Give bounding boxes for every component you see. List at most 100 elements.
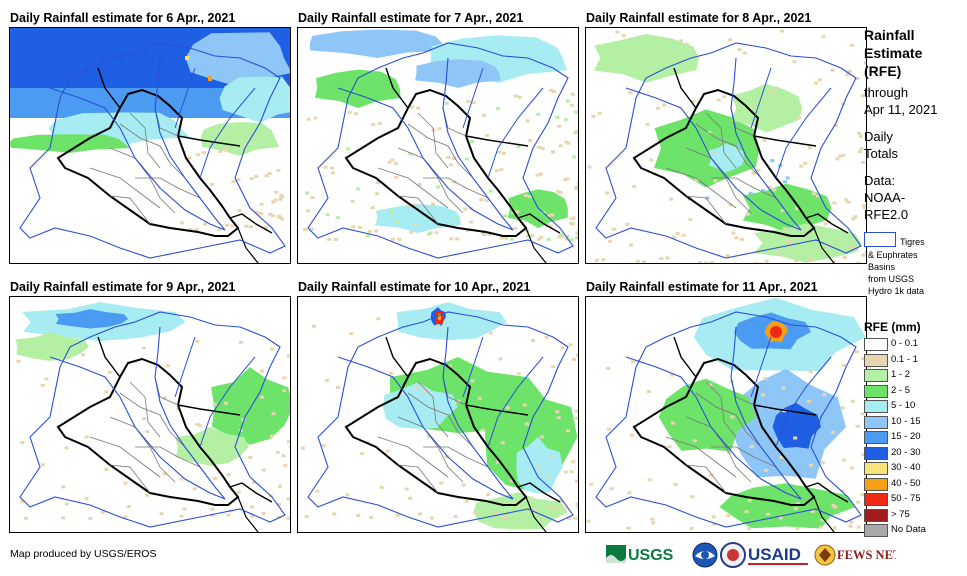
rainfall-speckle bbox=[665, 256, 670, 260]
rainfall-speckle bbox=[484, 198, 489, 202]
border-line bbox=[517, 213, 561, 234]
rainfall-area bbox=[315, 69, 401, 108]
country-border bbox=[632, 357, 816, 506]
map-panel-apr10: Daily Rainfall estimate for 10 Apr., 202… bbox=[288, 279, 579, 547]
province-line bbox=[397, 195, 439, 225]
province-line bbox=[89, 436, 161, 478]
rainfall-speckle bbox=[289, 500, 290, 504]
rainfall-speckle bbox=[631, 360, 635, 364]
province-line bbox=[442, 107, 467, 137]
rainfall-speckle bbox=[626, 526, 631, 530]
rainfall-speckle bbox=[195, 153, 200, 157]
rainfall-speckle bbox=[534, 509, 539, 513]
rainfall-area bbox=[200, 122, 279, 156]
rainfall-speckle bbox=[528, 234, 533, 238]
rainfall-area bbox=[309, 29, 447, 58]
rainfall-speckle bbox=[64, 502, 69, 506]
rainfall-cell bbox=[770, 326, 782, 338]
rainfall-speckle bbox=[814, 81, 819, 85]
rainfall-speckle bbox=[267, 172, 272, 175]
rainfall-speckle bbox=[449, 237, 454, 241]
rainfall-speckle bbox=[325, 378, 330, 382]
rainfall-speckle bbox=[845, 73, 850, 77]
rainfall-speckle bbox=[408, 496, 413, 500]
border-line bbox=[525, 496, 547, 532]
fews-net-logo: FEWS NET bbox=[814, 544, 896, 566]
rainfall-speckle bbox=[188, 228, 193, 231]
tributary bbox=[462, 336, 484, 398]
rainfall-speckle bbox=[279, 217, 284, 221]
rainfall-speckle bbox=[712, 522, 717, 526]
rainfall-speckle bbox=[423, 390, 428, 393]
province-line bbox=[695, 392, 762, 448]
rainfall-speckle bbox=[841, 363, 846, 367]
country-border bbox=[344, 88, 528, 237]
rainfall-speckle bbox=[494, 169, 499, 173]
rainfall-speckle bbox=[463, 207, 468, 211]
legend-label: 15 - 20 bbox=[891, 431, 921, 442]
rainfall-speckle bbox=[679, 39, 683, 43]
border-line bbox=[177, 135, 241, 147]
legend-label: 5 - 10 bbox=[891, 400, 916, 411]
rainfall-speckle bbox=[464, 499, 469, 503]
rainfall-speckle bbox=[857, 131, 862, 135]
rainfall-speckle bbox=[571, 155, 576, 159]
euphrates-river bbox=[337, 87, 514, 231]
rainfall-speckle bbox=[64, 446, 69, 450]
province-line bbox=[154, 376, 179, 406]
rainfall-speckle bbox=[549, 88, 553, 92]
rainfall-speckle bbox=[862, 204, 866, 208]
rainfall-speckle bbox=[782, 227, 787, 231]
rainfall-speckle bbox=[210, 183, 215, 186]
province-line bbox=[695, 123, 762, 179]
rainfall-speckle bbox=[282, 376, 287, 380]
rainfall-speckle bbox=[499, 236, 504, 240]
rainfall-speckle bbox=[820, 461, 825, 465]
basin-legend-text: from USGS bbox=[868, 274, 915, 284]
rainfall-speckle bbox=[575, 231, 578, 235]
rainfall-speckle bbox=[608, 239, 613, 243]
rainfall-speckle bbox=[333, 238, 338, 241]
rainfall-speckle bbox=[707, 130, 712, 134]
province-line bbox=[705, 112, 737, 169]
rainfall-speckle bbox=[258, 212, 263, 216]
basin-outline bbox=[307, 311, 574, 528]
svg-text:USGS: USGS bbox=[628, 547, 674, 564]
province-line bbox=[129, 112, 161, 169]
rainfall-speckle bbox=[355, 187, 360, 191]
rainfall-speckle bbox=[635, 259, 640, 263]
rainfall-speckle bbox=[775, 86, 780, 90]
rainfall-speckle bbox=[672, 235, 677, 239]
province-line bbox=[129, 381, 161, 438]
rainfall-speckle bbox=[303, 228, 308, 231]
rainfall-speckle bbox=[252, 480, 256, 484]
border-line bbox=[237, 496, 259, 532]
basin-legend-text: Tigres bbox=[900, 237, 925, 247]
rainfall-speckle bbox=[379, 485, 384, 489]
rainfall-speckle bbox=[795, 526, 800, 530]
rainfall-speckle bbox=[849, 245, 854, 249]
rainfall-speckle bbox=[500, 441, 505, 445]
rainfall-speckle bbox=[646, 390, 651, 394]
rainfall-speckle bbox=[731, 231, 736, 235]
rainfall-speckle bbox=[268, 212, 273, 216]
rainfall-cell bbox=[185, 56, 189, 60]
rainfall-area bbox=[15, 332, 89, 361]
tributary bbox=[750, 67, 772, 129]
rainfall-speckle bbox=[412, 203, 417, 207]
rainfall-speckle bbox=[865, 250, 866, 254]
rainfall-speckle bbox=[559, 233, 564, 237]
rainfall-speckle bbox=[479, 198, 484, 201]
rainfall-speckle bbox=[659, 257, 664, 261]
rainfall-speckle bbox=[276, 168, 281, 172]
rainfall-speckle bbox=[241, 418, 246, 422]
rainfall-speckle bbox=[503, 515, 508, 519]
rainfall-speckle bbox=[574, 236, 578, 240]
sidebar-daily: Daily bbox=[864, 129, 893, 144]
border-line bbox=[465, 404, 529, 416]
rainfall-speckle bbox=[555, 115, 560, 119]
rainfall-speckle bbox=[549, 454, 554, 458]
rainfall-speckle bbox=[842, 458, 847, 462]
rainfall-speckle bbox=[444, 101, 449, 105]
rainfall-speckle bbox=[195, 339, 200, 343]
